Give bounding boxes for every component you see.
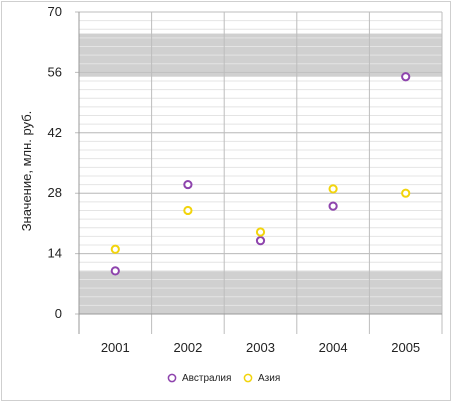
legend-item[interactable]: Австралия — [167, 373, 231, 384]
axes — [78, 12, 442, 334]
y-tick-label: 0 — [55, 306, 62, 321]
y-tick-label: 42 — [48, 125, 62, 140]
y-axis-title: Значение, млн. руб. — [19, 111, 34, 232]
point-series-1 — [110, 266, 120, 276]
data-points — [110, 72, 411, 276]
y-tick-label: 56 — [48, 64, 62, 79]
x-tick-labels: 2001 2002 2003 2004 2005 — [101, 340, 420, 355]
y-tick-label: 28 — [48, 185, 62, 200]
point-series-2 — [255, 227, 266, 237]
legend-label: Австралия — [182, 373, 231, 384]
y-tick-label: 14 — [48, 246, 62, 261]
band-0 — [79, 270, 442, 314]
x-tick-label: 2003 — [246, 340, 275, 355]
legend-label: Азия — [258, 373, 280, 384]
x-tick-label: 2002 — [173, 340, 202, 355]
y-tick-label: 70 — [48, 4, 62, 19]
x-tick-label: 2005 — [391, 340, 420, 355]
legend-marker-icon — [243, 373, 253, 383]
point-series-1 — [401, 72, 411, 82]
point-series-2 — [183, 205, 193, 216]
legend-item[interactable]: Азия — [243, 373, 280, 384]
point-series-1 — [255, 236, 266, 246]
y-tick-labels: 0 14 28 42 56 70 — [48, 4, 62, 321]
point-series-2 — [401, 188, 411, 198]
legend: Австралия Азия — [167, 373, 280, 384]
point-series-1 — [183, 179, 193, 190]
highlight-bands — [79, 33, 442, 314]
point-series-1 — [328, 201, 338, 211]
x-tick-label: 2001 — [101, 340, 130, 355]
point-series-2 — [328, 184, 338, 194]
legend-marker-icon — [167, 373, 177, 383]
point-series-2 — [110, 244, 120, 254]
x-tick-label: 2004 — [319, 340, 348, 355]
